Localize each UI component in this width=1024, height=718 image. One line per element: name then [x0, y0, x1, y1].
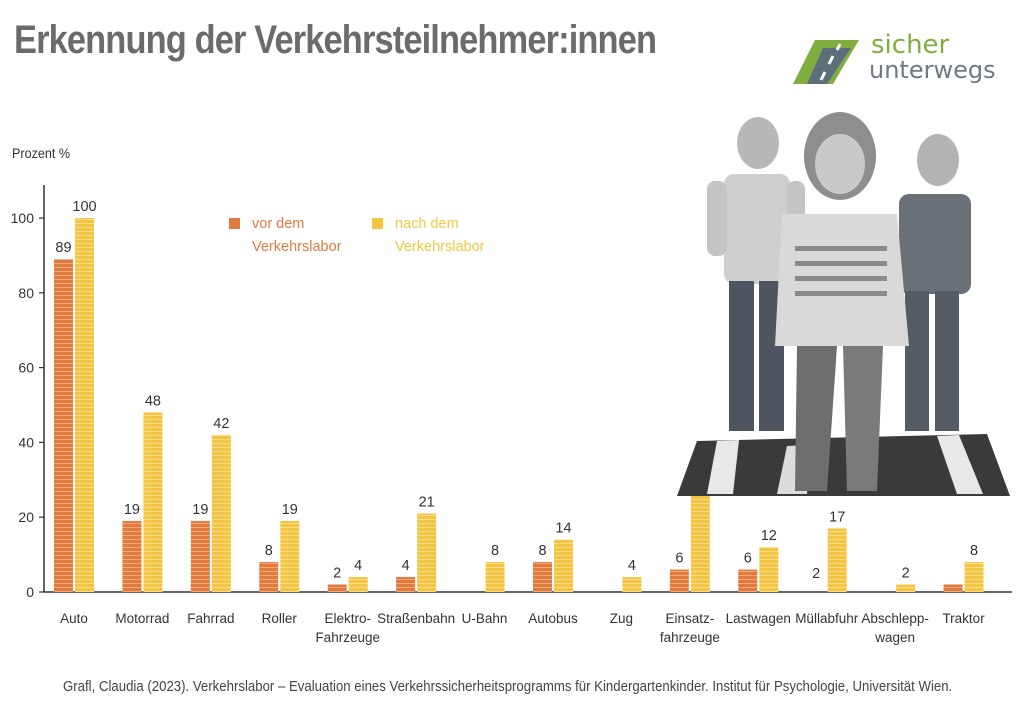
y-tick-label: 20: [18, 509, 34, 525]
source-footer: Grafl, Claudia (2023). Verkehrslabor – E…: [63, 678, 953, 695]
logo-text-sicher: sicher: [871, 30, 950, 60]
bar-value-label: 8: [491, 543, 499, 559]
x-tick-label: Straßenbahn: [377, 611, 455, 626]
x-tick-label: Traktor: [942, 611, 985, 626]
bar-value-label: 14: [555, 521, 571, 537]
x-tick-label: Einsatz-: [665, 611, 714, 626]
bar-after: [622, 577, 642, 592]
y-tick-label: 60: [18, 360, 34, 376]
x-tick-label: Müllabfuhr: [795, 611, 859, 626]
x-tick-label: Zug: [610, 611, 633, 626]
road-logo-icon: [793, 40, 859, 84]
bar-value-label: 4: [628, 558, 636, 574]
sicher-unterwegs-logo: sicher unterwegs: [793, 30, 1013, 86]
x-tick-label: U-Bahn: [462, 611, 508, 626]
x-tick-label: Abschlepp-: [861, 611, 929, 626]
bar-value-label: 21: [419, 494, 435, 510]
x-tick-label: fahrzeuge: [660, 630, 720, 645]
bar-value-label: 2: [902, 566, 910, 582]
x-tick-label: Motorrad: [115, 611, 169, 626]
x-tick-label: Lastwagen: [726, 611, 791, 626]
bar-after: [485, 562, 505, 592]
bar-after: [759, 547, 779, 592]
bar-before: [943, 584, 963, 592]
bar-value-label: 4: [354, 558, 362, 574]
bar-value-label: 2: [812, 566, 820, 582]
legend-label: Verkehrslabor: [252, 239, 342, 255]
bar-after: [827, 528, 847, 592]
bar-after: [417, 513, 437, 592]
bar-after: [211, 434, 231, 592]
children-photo: [677, 96, 1010, 496]
x-tick-label: Elektro-: [324, 611, 371, 626]
x-tick-label: Autobus: [528, 611, 578, 626]
legend-label: Verkehrslabor: [395, 239, 485, 255]
bar-value-label: 48: [145, 393, 161, 409]
bar-value-label: 6: [744, 551, 752, 567]
bar-value-label: 6: [675, 551, 683, 567]
bar-value-label: 100: [72, 199, 96, 215]
bar-after: [143, 412, 163, 592]
x-tick-label: Fahrzeuge: [315, 630, 380, 645]
bar-after: [690, 476, 710, 592]
y-tick-label: 40: [18, 434, 34, 450]
bar-after: [75, 218, 94, 592]
bar-before: [669, 569, 689, 592]
y-tick-label: 100: [11, 210, 35, 226]
logo-text-unterwegs: unterwegs: [869, 56, 996, 84]
bar-value-label: 4: [402, 558, 410, 574]
legend-swatch: [372, 218, 383, 229]
bar-value-label: 19: [192, 502, 208, 518]
bar-before: [54, 259, 73, 592]
bar-value-label: 12: [761, 528, 777, 544]
bar-before: [327, 584, 347, 592]
legend-swatch: [229, 218, 240, 229]
y-axis-label: Prozent %: [12, 145, 71, 161]
bar-value-label: 8: [265, 543, 273, 559]
x-tick-label: Auto: [60, 611, 88, 626]
bar-after: [348, 577, 368, 592]
bar-before: [396, 577, 416, 592]
legend-label: vor dem: [252, 216, 304, 232]
children-on-crosswalk-image: [677, 112, 1010, 496]
bar-chart: 0 20 40 60 80 100 Auto Motorrad Fahrrad Roller Ele…: [11, 185, 1012, 645]
bar-value-label: 8: [970, 543, 978, 559]
bar-before: [533, 562, 552, 592]
bar-value-label: 8: [538, 543, 546, 559]
bar-after: [896, 584, 916, 592]
x-tick-label: wagen: [874, 630, 915, 645]
bar-before: [259, 562, 279, 592]
x-tick-label: Roller: [262, 611, 298, 626]
y-tick-label: 80: [18, 285, 34, 301]
bar-before: [122, 520, 142, 592]
bar-before: [190, 520, 210, 592]
bar-value-label: 89: [55, 240, 71, 256]
bar-value-label: 2: [333, 566, 341, 582]
y-tick-label: 0: [26, 584, 34, 600]
page-title: Erkennung der Verkehrsteilnehmer:innen: [14, 18, 657, 62]
bar-value-label: 19: [124, 502, 140, 518]
bar-after: [280, 520, 300, 592]
bar-before: [738, 569, 758, 592]
bar-after: [964, 562, 984, 592]
x-tick-label: Fahrrad: [187, 611, 234, 626]
bar-value-label: 42: [213, 416, 229, 432]
bar-value-label: 19: [282, 502, 298, 518]
bar-value-label: 17: [829, 509, 845, 525]
bar-after: [554, 539, 573, 592]
legend-label: nach dem: [395, 216, 459, 232]
